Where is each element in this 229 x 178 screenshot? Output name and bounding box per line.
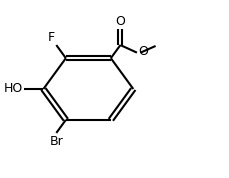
Text: HO: HO	[4, 82, 23, 96]
Text: Br: Br	[49, 135, 63, 148]
Text: O: O	[115, 15, 125, 28]
Text: O: O	[138, 45, 147, 58]
Text: F: F	[47, 31, 54, 44]
